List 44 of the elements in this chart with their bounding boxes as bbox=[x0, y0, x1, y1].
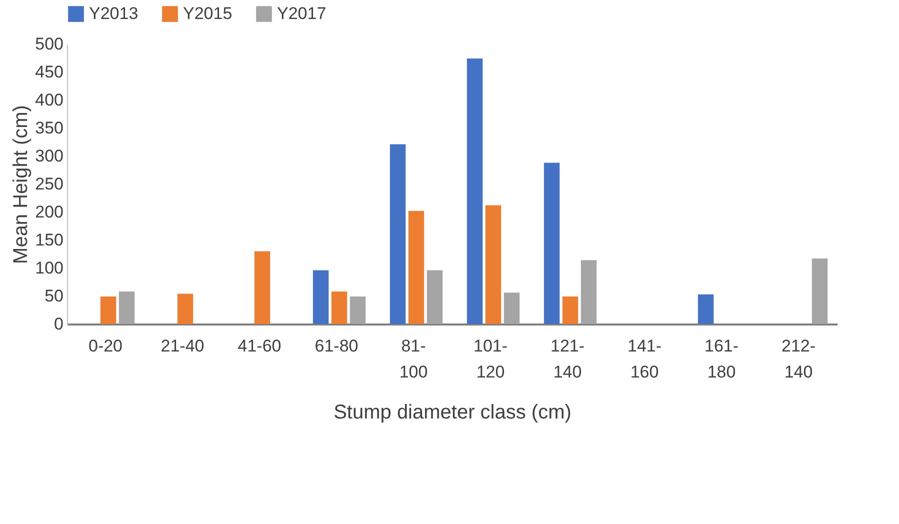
bar bbox=[485, 205, 502, 324]
legend-label: Y2013 bbox=[89, 4, 138, 23]
x-tick-label: 161-180 bbox=[704, 336, 739, 382]
legend-label: Y2017 bbox=[277, 4, 326, 23]
bar bbox=[177, 294, 194, 324]
bar bbox=[350, 296, 366, 324]
y-tick-label: 450 bbox=[35, 62, 64, 82]
y-tick-label: 50 bbox=[44, 286, 64, 306]
bar bbox=[466, 58, 483, 324]
bar bbox=[426, 270, 443, 324]
bar bbox=[580, 260, 597, 324]
bar bbox=[254, 251, 270, 324]
y-tick-label: 300 bbox=[35, 146, 64, 166]
x-axis-title: Stump diameter class (cm) bbox=[334, 402, 572, 424]
y-tick-label: 200 bbox=[35, 202, 64, 222]
y-tick-label: 500 bbox=[35, 34, 64, 54]
y-tick-label: 250 bbox=[35, 174, 64, 194]
bar bbox=[562, 296, 578, 324]
y-axis-title: Mean Height (cm) bbox=[10, 105, 32, 264]
x-tick-label: 121-140 bbox=[550, 336, 585, 382]
y-tick-label: 400 bbox=[35, 90, 64, 110]
bar bbox=[100, 296, 116, 324]
x-tick-label: 41-60 bbox=[238, 336, 282, 356]
bar bbox=[408, 210, 424, 324]
legend-label: Y2015 bbox=[183, 4, 232, 23]
bar bbox=[331, 292, 348, 324]
x-tick-label: 81-100 bbox=[399, 336, 428, 382]
bar bbox=[312, 270, 329, 324]
bar bbox=[698, 294, 714, 324]
bar bbox=[390, 144, 406, 324]
x-tick-label: 141-160 bbox=[627, 336, 662, 382]
y-tick-label: 150 bbox=[35, 230, 64, 250]
x-tick-label: 101-120 bbox=[473, 336, 508, 382]
bar bbox=[544, 162, 560, 324]
x-tick-label: 21-40 bbox=[160, 336, 204, 356]
x-tick-label: 0-20 bbox=[88, 336, 123, 356]
bar bbox=[118, 292, 135, 324]
bar bbox=[812, 258, 828, 324]
bar bbox=[504, 292, 520, 324]
x-tick-label: 61-80 bbox=[314, 336, 358, 356]
y-tick-label: 100 bbox=[35, 258, 64, 278]
y-tick-label: 350 bbox=[35, 118, 64, 138]
y-tick-label: 0 bbox=[54, 314, 64, 334]
x-tick-label: 212-140 bbox=[781, 336, 816, 382]
